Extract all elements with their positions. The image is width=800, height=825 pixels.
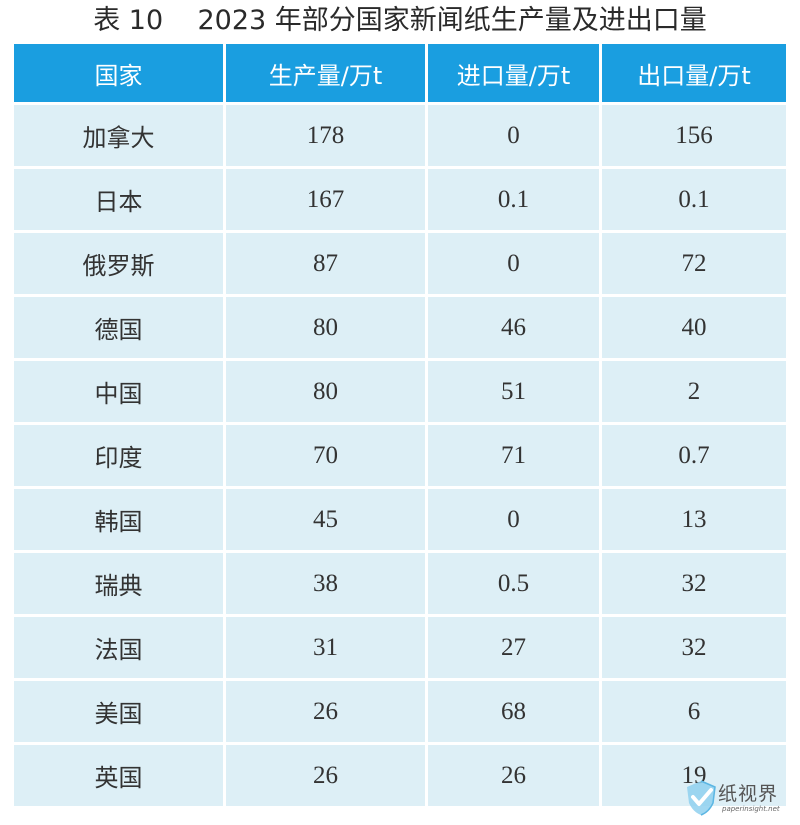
cell-country: 日本 xyxy=(14,169,226,233)
cell-country: 俄罗斯 xyxy=(14,233,226,297)
header-export: 出口量/万t xyxy=(602,44,786,105)
newsprint-table: 国家 生产量/万t 进口量/万t 出口量/万t 加拿大 178 0 156 日本… xyxy=(14,44,786,809)
watermark: 纸视界 paperinsight.net xyxy=(682,777,792,821)
cell-country: 加拿大 xyxy=(14,105,226,169)
cell-country: 瑞典 xyxy=(14,553,226,617)
watermark-url: paperinsight.net xyxy=(722,805,780,813)
table-row: 德国 80 46 40 xyxy=(14,297,786,361)
cell-export: 13 xyxy=(602,489,786,553)
cell-import: 71 xyxy=(428,425,602,489)
cell-production: 26 xyxy=(226,745,428,809)
cell-production: 26 xyxy=(226,681,428,745)
table-row: 美国 26 68 6 xyxy=(14,681,786,745)
header-import: 进口量/万t xyxy=(428,44,602,105)
cell-import: 0 xyxy=(428,233,602,297)
cell-export: 0.1 xyxy=(602,169,786,233)
cell-production: 38 xyxy=(226,553,428,617)
cell-production: 70 xyxy=(226,425,428,489)
cell-country: 美国 xyxy=(14,681,226,745)
cell-country: 法国 xyxy=(14,617,226,681)
table-row: 俄罗斯 87 0 72 xyxy=(14,233,786,297)
cell-country: 印度 xyxy=(14,425,226,489)
cell-export: 32 xyxy=(602,553,786,617)
table-row: 加拿大 178 0 156 xyxy=(14,105,786,169)
cell-production: 31 xyxy=(226,617,428,681)
cell-import: 27 xyxy=(428,617,602,681)
cell-production: 45 xyxy=(226,489,428,553)
cell-import: 0 xyxy=(428,489,602,553)
cell-production: 167 xyxy=(226,169,428,233)
cell-country: 韩国 xyxy=(14,489,226,553)
header-production: 生产量/万t xyxy=(226,44,428,105)
table-row: 韩国 45 0 13 xyxy=(14,489,786,553)
table-row: 法国 31 27 32 xyxy=(14,617,786,681)
cell-country: 英国 xyxy=(14,745,226,809)
cell-import: 0.1 xyxy=(428,169,602,233)
cell-export: 72 xyxy=(602,233,786,297)
cell-production: 80 xyxy=(226,361,428,425)
cell-export: 32 xyxy=(602,617,786,681)
table-row: 印度 70 71 0.7 xyxy=(14,425,786,489)
cell-export: 2 xyxy=(602,361,786,425)
table-row: 英国 26 26 19 xyxy=(14,745,786,809)
watermark-brand: 纸视界 xyxy=(718,783,779,805)
table-row: 瑞典 38 0.5 32 xyxy=(14,553,786,617)
cell-import: 0 xyxy=(428,105,602,169)
cell-production: 87 xyxy=(226,233,428,297)
table-row: 中国 80 51 2 xyxy=(14,361,786,425)
cell-export: 156 xyxy=(602,105,786,169)
cell-production: 80 xyxy=(226,297,428,361)
header-country: 国家 xyxy=(14,44,226,105)
cell-country: 中国 xyxy=(14,361,226,425)
table-title: 表 10 2023 年部分国家新闻纸生产量及进出口量 xyxy=(93,5,707,36)
paperinsight-logo-icon xyxy=(687,780,716,816)
cell-export: 6 xyxy=(602,681,786,745)
cell-country: 德国 xyxy=(14,297,226,361)
cell-import: 46 xyxy=(428,297,602,361)
cell-production: 178 xyxy=(226,105,428,169)
cell-import: 51 xyxy=(428,361,602,425)
cell-import: 26 xyxy=(428,745,602,809)
cell-import: 0.5 xyxy=(428,553,602,617)
cell-import: 68 xyxy=(428,681,602,745)
table-row: 日本 167 0.1 0.1 xyxy=(14,169,786,233)
cell-export: 40 xyxy=(602,297,786,361)
header-row: 国家 生产量/万t 进口量/万t 出口量/万t xyxy=(14,44,786,105)
cell-export: 0.7 xyxy=(602,425,786,489)
